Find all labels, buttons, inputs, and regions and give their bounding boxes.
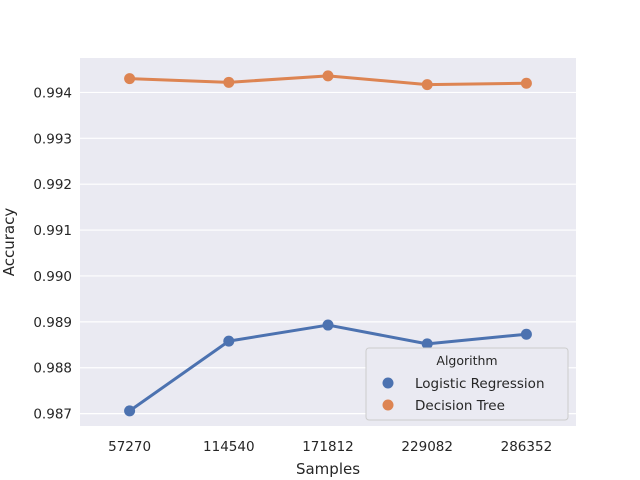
x-axis-label: Samples <box>296 460 360 478</box>
legend-label: Logistic Regression <box>415 376 545 392</box>
legend-title: Algorithm <box>436 353 497 368</box>
data-point <box>124 405 136 417</box>
legend-marker <box>382 377 394 389</box>
y-tick-label: 0.992 <box>33 177 72 193</box>
data-point <box>124 73 136 85</box>
x-tick-label: 114540 <box>203 439 255 455</box>
x-tick-label: 229082 <box>401 439 453 455</box>
legend-label: Decision Tree <box>415 398 505 414</box>
series-layer <box>124 70 532 417</box>
x-tick-label: 57270 <box>108 439 151 455</box>
series-decision-tree <box>124 70 532 91</box>
x-tick-label: 171812 <box>302 439 354 455</box>
data-point <box>223 76 235 88</box>
y-tick-label: 0.993 <box>33 131 72 147</box>
x-tick-label: 286352 <box>501 439 553 455</box>
y-tick-labels: 0.987 0.988 0.989 0.990 0.991 0.992 0.993 0.994 <box>33 85 72 422</box>
data-point <box>520 328 532 340</box>
y-tick-label: 0.988 <box>33 361 72 377</box>
legend-box <box>365 347 569 421</box>
y-tick-label: 0.987 <box>33 407 72 423</box>
data-point <box>322 70 334 82</box>
data-point <box>421 79 433 91</box>
data-point <box>421 338 433 350</box>
data-point <box>223 335 235 347</box>
y-tick-label: 0.994 <box>33 85 72 101</box>
legend-marker <box>382 399 394 411</box>
y-tick-label: 0.989 <box>33 315 72 331</box>
y-tick-label: 0.991 <box>33 223 72 239</box>
legend: Algorithm Logistic Regression Decision Tr… <box>365 347 569 421</box>
y-tick-label: 0.990 <box>33 269 72 285</box>
series-logistic-regression <box>124 319 532 417</box>
x-tick-labels: 57270 114540 171812 229082 286352 <box>108 439 552 455</box>
y-axis-label: Accuracy <box>0 208 18 277</box>
data-point <box>322 319 334 331</box>
data-point <box>520 77 532 89</box>
